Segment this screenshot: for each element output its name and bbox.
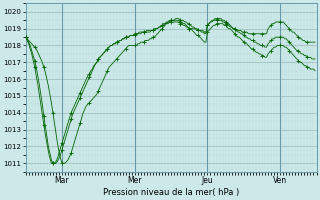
X-axis label: Pression niveau de la mer( hPa ): Pression niveau de la mer( hPa ) — [103, 188, 239, 197]
